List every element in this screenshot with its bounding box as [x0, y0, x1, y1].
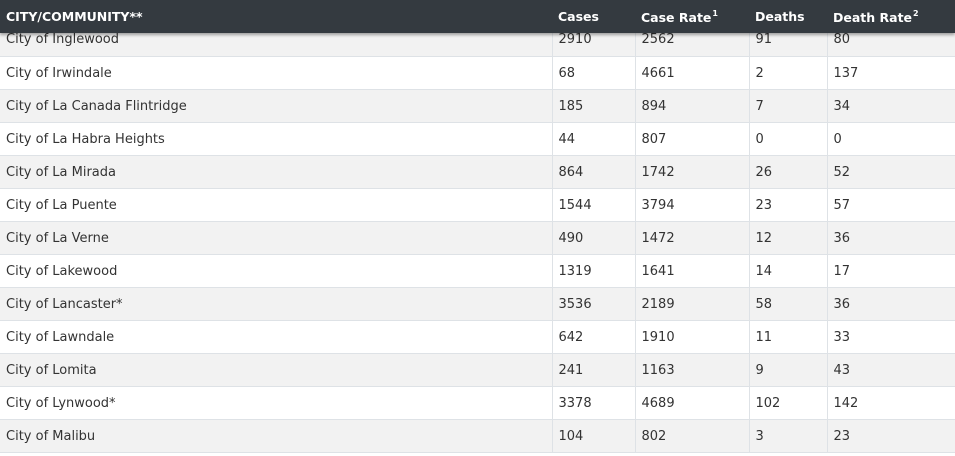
header-city[interactable]: CITY/COMMUNITY**: [0, 0, 552, 33]
cell-death-rate: 142: [826, 386, 955, 420]
cell-case-rate: 2189: [634, 287, 749, 321]
cell-cases: 44: [551, 122, 635, 156]
cell-deaths: 23: [748, 188, 827, 222]
cell-city: City of La Mirada: [0, 155, 552, 189]
cell-deaths: 102: [748, 386, 827, 420]
cell-deaths: 26: [748, 155, 827, 189]
cell-death-rate: 17: [826, 254, 955, 288]
cell-deaths: 11: [748, 320, 827, 354]
cell-cases: 185: [551, 89, 635, 123]
table-body: City of Inglewood 2910 2562 91 80 City o…: [0, 24, 955, 453]
table-row: City of Lancaster* 3536 2189 58 36: [0, 287, 955, 321]
cell-city: City of Lynwood*: [0, 386, 552, 420]
cell-case-rate: 1910: [634, 320, 749, 354]
header-deaths[interactable]: Deaths: [749, 0, 827, 33]
cell-city: City of La Verne: [0, 221, 552, 255]
table-row: City of Lynwood* 3378 4689 102 142: [0, 386, 955, 420]
cell-cases: 3536: [551, 287, 635, 321]
cell-cases: 241: [551, 353, 635, 387]
cell-death-rate: 36: [826, 221, 955, 255]
cell-death-rate: 23: [826, 419, 955, 453]
cell-case-rate: 1641: [634, 254, 749, 288]
cell-case-rate: 802: [634, 419, 749, 453]
cell-cases: 864: [551, 155, 635, 189]
header-row: CITY/COMMUNITY** Cases Case Rate1 Deaths…: [0, 0, 955, 33]
table-row: City of La Mirada 864 1742 26 52: [0, 155, 955, 189]
cell-deaths: 3: [748, 419, 827, 453]
cell-deaths: 9: [748, 353, 827, 387]
table-row: City of La Puente 1544 3794 23 57: [0, 188, 955, 222]
cell-case-rate: 3794: [634, 188, 749, 222]
table-row: City of La Canada Flintridge 185 894 7 3…: [0, 89, 955, 123]
cell-cases: 490: [551, 221, 635, 255]
cell-city: City of La Canada Flintridge: [0, 89, 552, 123]
cell-city: City of Lakewood: [0, 254, 552, 288]
table-row: City of La Verne 490 1472 12 36: [0, 221, 955, 255]
cell-deaths: 7: [748, 89, 827, 123]
table-row: City of Lomita 241 1163 9 43: [0, 353, 955, 387]
cell-cases: 1544: [551, 188, 635, 222]
case-rate-footnote: 1: [712, 8, 718, 18]
cell-case-rate: 1163: [634, 353, 749, 387]
cell-death-rate: 57: [826, 188, 955, 222]
cell-case-rate: 1742: [634, 155, 749, 189]
cell-case-rate: 4661: [634, 56, 749, 90]
cell-cases: 104: [551, 419, 635, 453]
cell-death-rate: 137: [826, 56, 955, 90]
table-header: CITY/COMMUNITY** Cases Case Rate1 Deaths…: [0, 0, 955, 33]
cell-city: City of Lawndale: [0, 320, 552, 354]
header-case-rate[interactable]: Case Rate1: [635, 0, 749, 33]
header-death-rate[interactable]: Death Rate2: [827, 0, 955, 33]
cell-case-rate: 807: [634, 122, 749, 156]
cell-deaths: 0: [748, 122, 827, 156]
cell-death-rate: 52: [826, 155, 955, 189]
cell-death-rate: 34: [826, 89, 955, 123]
table-row: City of Malibu 104 802 3 23: [0, 419, 955, 453]
table-row: City of Irwindale 68 4661 2 137: [0, 56, 955, 90]
cell-city: City of Lomita: [0, 353, 552, 387]
cell-city: City of Malibu: [0, 419, 552, 453]
death-rate-footnote: 2: [913, 8, 919, 18]
cell-case-rate: 4689: [634, 386, 749, 420]
cell-cases: 642: [551, 320, 635, 354]
header-cases[interactable]: Cases: [552, 0, 635, 33]
table-row: City of Lawndale 642 1910 11 33: [0, 320, 955, 354]
cell-death-rate: 36: [826, 287, 955, 321]
cell-deaths: 58: [748, 287, 827, 321]
cell-deaths: 12: [748, 221, 827, 255]
cell-city: City of Irwindale: [0, 56, 552, 90]
cell-case-rate: 894: [634, 89, 749, 123]
table-row: City of La Habra Heights 44 807 0 0: [0, 122, 955, 156]
cell-death-rate: 0: [826, 122, 955, 156]
table-row: City of Lakewood 1319 1641 14 17: [0, 254, 955, 288]
cell-city: City of La Puente: [0, 188, 552, 222]
cell-death-rate: 43: [826, 353, 955, 387]
cell-death-rate: 33: [826, 320, 955, 354]
cell-cases: 1319: [551, 254, 635, 288]
cell-city: City of La Habra Heights: [0, 122, 552, 156]
cell-city: City of Lancaster*: [0, 287, 552, 321]
cell-deaths: 14: [748, 254, 827, 288]
cell-cases: 3378: [551, 386, 635, 420]
cell-case-rate: 1472: [634, 221, 749, 255]
cell-cases: 68: [551, 56, 635, 90]
cell-deaths: 2: [748, 56, 827, 90]
